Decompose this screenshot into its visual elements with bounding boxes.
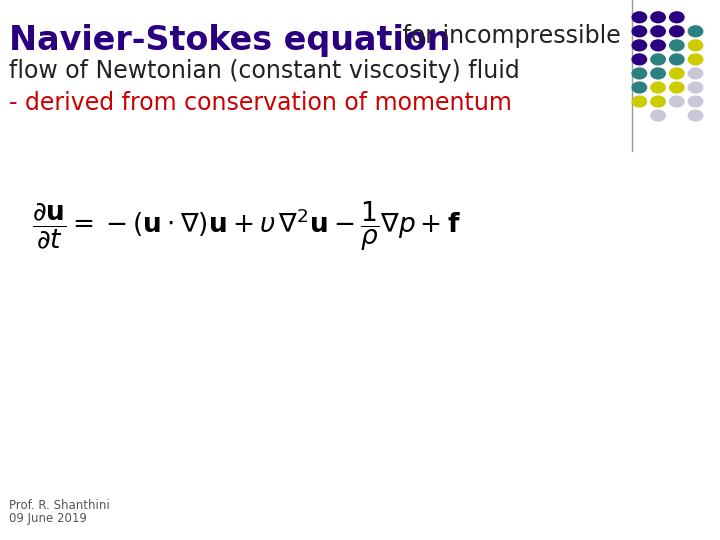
- Circle shape: [651, 96, 665, 107]
- Circle shape: [688, 110, 703, 121]
- Circle shape: [632, 40, 647, 51]
- Circle shape: [651, 54, 665, 65]
- Text: Prof. R. Shanthini: Prof. R. Shanthini: [9, 499, 109, 512]
- Circle shape: [670, 54, 684, 65]
- Circle shape: [688, 26, 703, 37]
- Circle shape: [651, 68, 665, 79]
- Circle shape: [632, 96, 647, 107]
- Circle shape: [688, 96, 703, 107]
- Circle shape: [651, 110, 665, 121]
- Text: $\dfrac{\partial \mathbf{u}}{\partial t} = -\left(\mathbf{u} \cdot \nabla\right): $\dfrac{\partial \mathbf{u}}{\partial t}…: [32, 200, 462, 253]
- Circle shape: [688, 82, 703, 93]
- Circle shape: [670, 26, 684, 37]
- Circle shape: [670, 68, 684, 79]
- Circle shape: [651, 82, 665, 93]
- Circle shape: [670, 96, 684, 107]
- Circle shape: [651, 40, 665, 51]
- Circle shape: [670, 82, 684, 93]
- Text: for incompressible: for incompressible: [395, 24, 621, 48]
- Text: 09 June 2019: 09 June 2019: [9, 512, 86, 525]
- Text: - derived from conservation of momentum: - derived from conservation of momentum: [9, 91, 511, 114]
- Circle shape: [632, 26, 647, 37]
- Circle shape: [688, 54, 703, 65]
- Circle shape: [632, 68, 647, 79]
- Circle shape: [632, 54, 647, 65]
- Circle shape: [651, 26, 665, 37]
- Circle shape: [670, 40, 684, 51]
- Circle shape: [670, 12, 684, 23]
- Text: Navier-Stokes equation: Navier-Stokes equation: [9, 24, 450, 57]
- Text: flow of Newtonian (constant viscosity) fluid: flow of Newtonian (constant viscosity) f…: [9, 59, 519, 83]
- Circle shape: [632, 12, 647, 23]
- Circle shape: [688, 40, 703, 51]
- Circle shape: [651, 12, 665, 23]
- Circle shape: [688, 68, 703, 79]
- Circle shape: [632, 82, 647, 93]
